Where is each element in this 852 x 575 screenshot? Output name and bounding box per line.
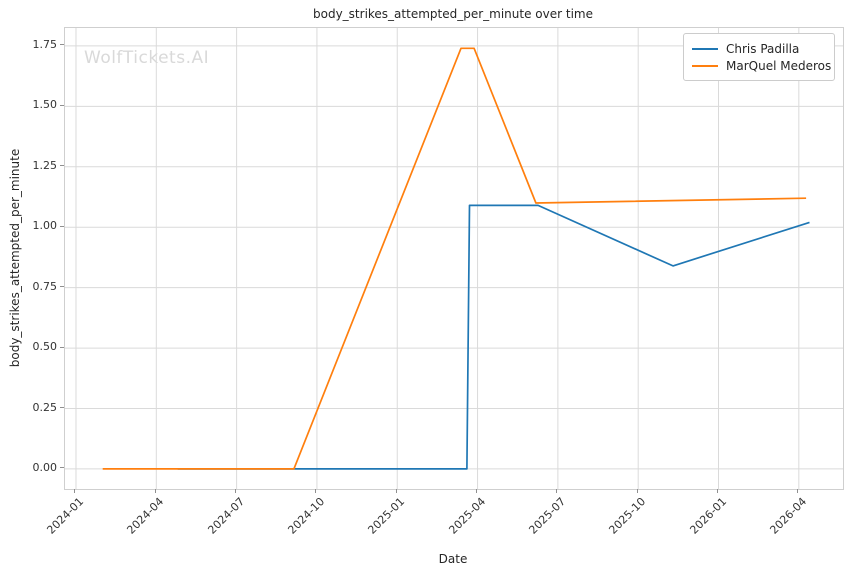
x-tick-mark (636, 489, 638, 493)
x-tick-mark (476, 489, 478, 493)
x-tick-label: 2024-07 (205, 495, 247, 537)
legend-label: Chris Padilla (726, 41, 800, 56)
x-tick-mark (235, 489, 237, 493)
y-tick-mark (60, 467, 64, 469)
y-axis-label: body_strikes_attempted_per_minute (8, 148, 22, 368)
legend: Chris Padilla MarQuel Mederos (683, 33, 835, 81)
x-tick-mark (717, 489, 718, 493)
series-line-marquel-mederos (102, 47, 807, 470)
legend-line-swatch-orange (692, 64, 718, 67)
y-tick-label: 1.50 (32, 98, 58, 112)
x-tick-label: 2024-04 (124, 495, 167, 537)
x-tick-mark (556, 489, 558, 493)
x-tick-label: 2024-10 (285, 495, 328, 537)
x-tick-label: 2025-01 (365, 495, 408, 537)
x-tick-mark (315, 489, 317, 493)
legend-label: MarQuel Mederos (726, 58, 832, 73)
y-tick-label: 0.00 (32, 460, 58, 474)
y-tick-mark (60, 407, 64, 408)
x-axis-label: Date (438, 552, 468, 566)
legend-entry-marquel-mederos: MarQuel Mederos (692, 57, 831, 74)
y-tick-label: 1.00 (32, 219, 58, 233)
x-tick-mark (395, 489, 397, 493)
x-tick-label: 2026-04 (767, 495, 810, 537)
x-tick-mark (797, 489, 799, 493)
y-tick-label: 1.75 (32, 37, 58, 51)
x-tick-label: 2026-01 (687, 495, 729, 537)
series-line-chris-padilla (177, 204, 810, 470)
x-tick-mark (154, 489, 156, 493)
x-tick-mark (74, 489, 76, 493)
y-tick-mark (60, 225, 64, 227)
y-tick-mark (60, 346, 64, 348)
y-tick-mark (60, 104, 64, 106)
x-tick-label: 2025-07 (526, 495, 569, 537)
x-tick-label: 2025-10 (606, 495, 649, 537)
legend-entry-chris-padilla: Chris Padilla (692, 40, 826, 57)
y-tick-label: 1.25 (32, 158, 58, 172)
chart-title: body_strikes_attempted_per_minute over t… (313, 7, 593, 21)
y-tick-label: 0.50 (32, 340, 58, 354)
y-tick-mark (60, 165, 64, 167)
watermark: WolfTickets.AI (84, 48, 210, 68)
legend-line-swatch-blue (692, 47, 718, 50)
plot-area: WolfTickets.AI (64, 27, 844, 490)
x-tick-label: 2024-01 (44, 495, 87, 537)
y-tick-label: 0.75 (32, 279, 58, 293)
x-tick-label: 2025-04 (446, 495, 488, 537)
y-tick-label: 0.25 (32, 400, 58, 414)
y-tick-mark (60, 286, 64, 288)
plot-canvas (65, 28, 843, 489)
y-tick-mark (60, 44, 64, 46)
